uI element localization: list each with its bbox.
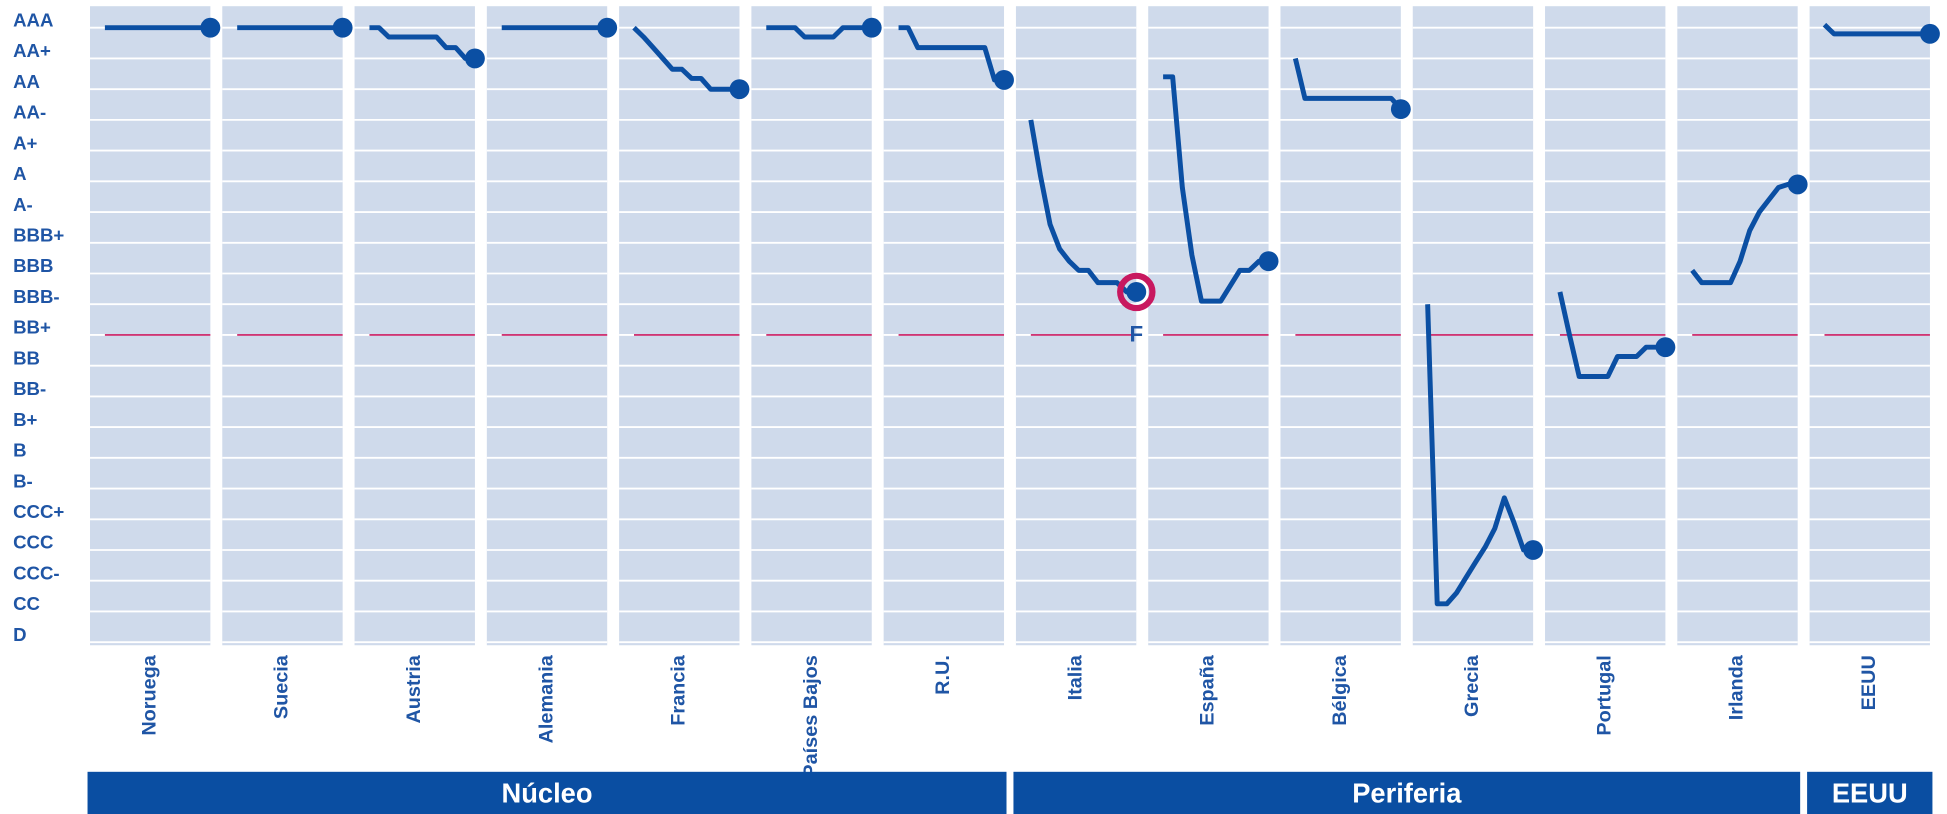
y-tick-label: CCC+ bbox=[13, 501, 64, 522]
end-point bbox=[1523, 540, 1544, 560]
country-label: Suecia bbox=[271, 654, 293, 719]
group-bar bbox=[1013, 771, 1801, 814]
panel bbox=[1677, 6, 1798, 646]
y-tick-label: CC bbox=[13, 593, 40, 614]
end-point bbox=[861, 17, 882, 38]
rating-line bbox=[369, 25, 475, 61]
y-tick-label: AA+ bbox=[13, 40, 51, 61]
end-point bbox=[200, 17, 221, 38]
end-point bbox=[1390, 99, 1411, 120]
rating-line bbox=[1690, 181, 1798, 286]
y-tick-label: B bbox=[13, 440, 26, 461]
country-label: EEUU bbox=[1858, 655, 1880, 710]
y-tick-label: A+ bbox=[13, 132, 37, 153]
end-point bbox=[464, 48, 485, 69]
end-point bbox=[332, 17, 353, 38]
rating-line bbox=[1425, 304, 1534, 607]
y-tick-label: D bbox=[13, 624, 26, 645]
end-point bbox=[1655, 337, 1676, 358]
group-bar bbox=[87, 771, 1007, 814]
group-label: EEUU bbox=[1832, 778, 1908, 809]
end-point bbox=[1258, 251, 1279, 272]
panel bbox=[1280, 6, 1401, 646]
country-label: Irlanda bbox=[1726, 654, 1748, 720]
panel bbox=[354, 6, 475, 646]
y-tick-label: A bbox=[13, 163, 26, 184]
panel bbox=[619, 6, 740, 646]
y-tick-label: CCC bbox=[13, 532, 53, 553]
panel bbox=[1148, 6, 1269, 646]
end-point bbox=[597, 17, 618, 38]
group-label: Núcleo bbox=[502, 778, 593, 809]
country-label: Austria bbox=[403, 654, 425, 723]
y-tick-label: BBB- bbox=[13, 286, 60, 307]
group-bar bbox=[1807, 771, 1933, 814]
end-point bbox=[1787, 174, 1808, 195]
end-point bbox=[1126, 282, 1147, 302]
y-tick-label: AA- bbox=[13, 102, 46, 123]
end-point bbox=[1920, 23, 1940, 44]
rating-line bbox=[1822, 22, 1930, 37]
y-tick-label: AAA bbox=[13, 9, 53, 30]
y-tick-label: BB- bbox=[13, 378, 46, 399]
y-tick-label: B+ bbox=[13, 409, 37, 430]
y-tick-label: AA bbox=[13, 71, 40, 92]
country-label: Noruega bbox=[138, 654, 160, 735]
country-label: Bélgica bbox=[1329, 654, 1351, 726]
panel bbox=[1809, 6, 1930, 646]
y-tick-label: A- bbox=[13, 194, 33, 215]
panel bbox=[90, 6, 211, 646]
country-label: Países Bajos bbox=[800, 655, 822, 777]
panel bbox=[222, 6, 343, 646]
rating-line bbox=[632, 25, 740, 92]
y-tick-label: CCC- bbox=[13, 562, 60, 583]
end-point bbox=[994, 70, 1014, 90]
y-tick-label: BBB+ bbox=[13, 224, 64, 245]
country-label: R.U. bbox=[932, 655, 954, 695]
rating-line bbox=[1163, 74, 1269, 304]
country-label: Italia bbox=[1064, 654, 1086, 700]
rating-line bbox=[1292, 57, 1403, 111]
annotation: F bbox=[1129, 322, 1143, 347]
panel bbox=[883, 6, 1005, 646]
rating-line bbox=[1028, 119, 1137, 295]
panel bbox=[1015, 6, 1137, 646]
panel bbox=[486, 6, 608, 646]
rating-line bbox=[898, 25, 1005, 83]
country-label: España bbox=[1197, 654, 1219, 726]
country-label: Portugal bbox=[1593, 655, 1615, 735]
country-label: Alemania bbox=[535, 654, 557, 743]
y-tick-label: BB bbox=[13, 347, 40, 368]
highlight-ring bbox=[1117, 272, 1156, 312]
group-label: Periferia bbox=[1352, 778, 1462, 809]
country-label: Grecia bbox=[1461, 654, 1483, 717]
y-tick-label: B- bbox=[13, 470, 33, 491]
panel bbox=[751, 6, 872, 646]
end-point bbox=[729, 79, 750, 100]
y-tick-label: BB+ bbox=[13, 317, 51, 338]
y-tick-label: BBB bbox=[13, 255, 53, 276]
rating-line bbox=[766, 25, 872, 40]
rating-line bbox=[1557, 291, 1666, 379]
country-label: Francia bbox=[668, 654, 690, 726]
